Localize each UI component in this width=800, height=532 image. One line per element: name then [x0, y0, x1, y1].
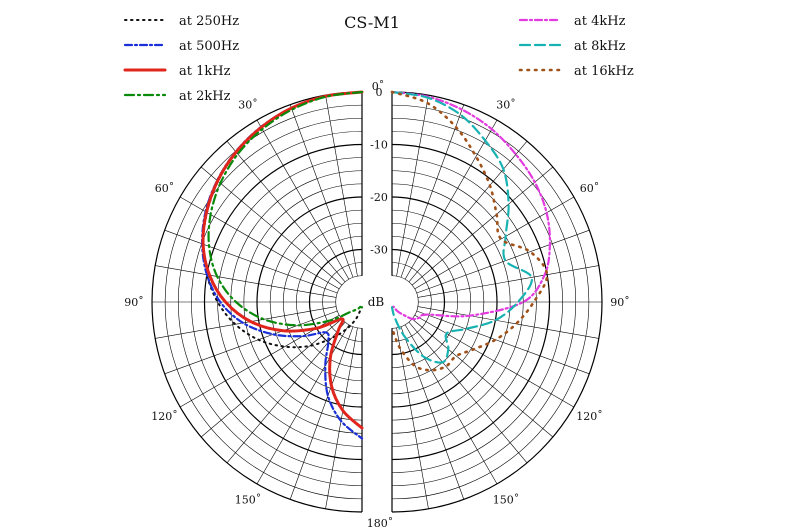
series-line-5 [390, 90, 533, 364]
series-layer [201, 90, 552, 440]
grid-spoke [411, 166, 554, 286]
grid-spoke [400, 104, 465, 278]
grid-spoke [164, 229, 338, 294]
grid-spoke [404, 324, 498, 485]
grid-spoke [155, 306, 337, 339]
legend-left: at 250Hz at 500Hz at 1kHz at 2kHz [123, 14, 239, 104]
grid-spoke [256, 324, 350, 485]
angle-label: 120˚ [151, 410, 178, 423]
grid-spoke [396, 327, 429, 509]
legend-label: at 250Hz [179, 14, 239, 29]
grid-spoke [417, 265, 599, 298]
grid-spoke [289, 326, 354, 500]
angle-label: 120˚ [576, 410, 603, 423]
radial-tick-label: -30 [370, 244, 388, 257]
grid-spoke [408, 140, 528, 283]
legend-label: at 4kHz [574, 14, 626, 29]
angle-label: 60˚ [155, 182, 175, 195]
label-layer: 0˚ 30˚ 30˚ 60˚ 60˚ 90˚ 90˚ 120˚ 120˚ 150˚ 150˚ 180˚… [124, 80, 630, 530]
grid-spoke [226, 321, 346, 464]
radial-tick-label: 0 [376, 86, 383, 99]
angle-label: 30˚ [238, 99, 258, 112]
legend-label: at 2kHz [179, 89, 231, 104]
legend-label: at 8kHz [574, 39, 626, 54]
radial-tick-label: -10 [370, 139, 388, 152]
radial-tick-label: -20 [370, 191, 388, 204]
grid-spoke [400, 326, 465, 500]
angle-label: 0˚ [372, 80, 385, 93]
grid-spoke [416, 310, 590, 375]
grid-spoke [325, 95, 358, 277]
grid-spoke [396, 95, 429, 277]
grid-spoke [226, 140, 346, 283]
grid-spoke [200, 318, 343, 438]
angle-label: 60˚ [580, 182, 600, 195]
unit-label: dB [368, 295, 385, 309]
angle-label: 90˚ [124, 296, 144, 309]
grid-spoke [164, 310, 338, 375]
angle-label: 30˚ [496, 99, 516, 112]
grid-spoke [416, 229, 590, 294]
grid-spoke [411, 318, 554, 438]
legend-label: at 16kHz [574, 64, 634, 79]
angle-label: 180˚ [367, 517, 394, 530]
grid-spoke [417, 306, 599, 339]
legend-label: at 1kHz [179, 64, 231, 79]
angle-label: 150˚ [235, 493, 262, 506]
grid-spoke [414, 314, 575, 408]
chart-title: CS-M1 [344, 13, 400, 32]
angle-label: 90˚ [610, 296, 630, 309]
legend-right: at 4kHz at 8kHz at 16kHz [518, 14, 634, 79]
grid-spoke [408, 321, 528, 464]
series-line-1 [201, 90, 364, 440]
grid-spoke [256, 119, 350, 280]
grid-spoke [325, 327, 358, 509]
grid-spoke [404, 119, 498, 280]
grid-spoke [155, 265, 337, 298]
series-line-3 [207, 90, 364, 327]
grid-spoke [200, 166, 343, 286]
angle-label: 150˚ [493, 493, 520, 506]
legend-label: at 500Hz [179, 39, 239, 54]
left-polar-grid [151, 91, 363, 513]
series-line-2 [201, 90, 364, 430]
grid-spoke [289, 104, 354, 278]
series-line-4 [390, 90, 552, 321]
